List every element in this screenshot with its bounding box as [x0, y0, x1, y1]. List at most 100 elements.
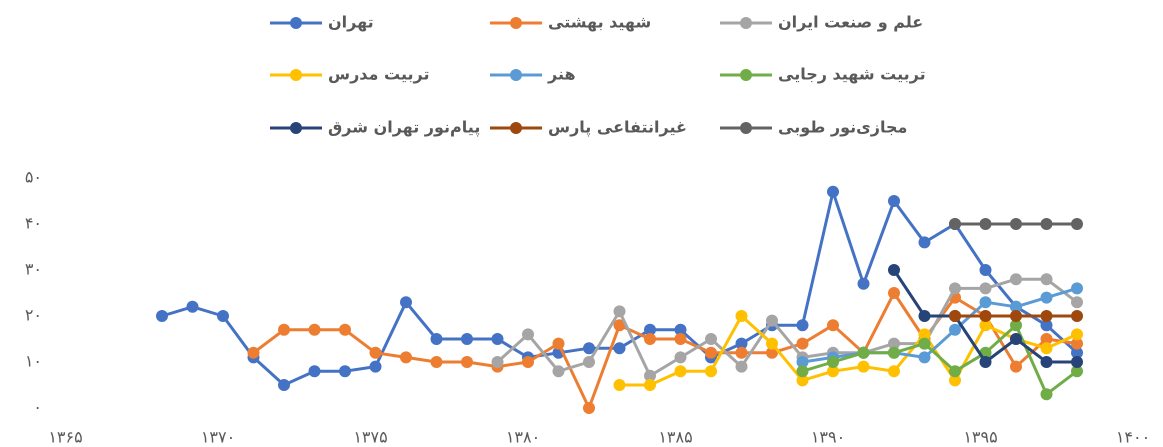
- data-point: [491, 356, 504, 368]
- data-point: [278, 379, 290, 391]
- data-point: [857, 346, 870, 359]
- data-point: [308, 323, 321, 336]
- x-tick-label: ۱۳۶۵: [48, 428, 82, 447]
- data-point: [857, 360, 870, 373]
- data-point: [674, 323, 687, 336]
- legend-item: تهران: [270, 13, 374, 32]
- data-point: [308, 365, 321, 378]
- x-tick-label: ۱۳۷۵: [353, 428, 387, 447]
- data-point: [735, 360, 748, 373]
- data-point: [1071, 218, 1083, 230]
- data-point: [888, 346, 900, 359]
- x-tick-label: ۱۴۰۰: [1116, 428, 1150, 447]
- x-tick-label: ۱۳۷۰: [201, 428, 235, 447]
- data-point: [827, 356, 839, 368]
- data-point: [1040, 356, 1053, 368]
- data-point: [461, 333, 473, 345]
- legend-marker: [740, 122, 752, 134]
- legend-marker: [290, 17, 302, 29]
- data-point: [949, 282, 961, 295]
- data-point: [522, 328, 534, 341]
- data-point: [644, 369, 656, 382]
- data-point: [644, 379, 656, 391]
- data-point: [766, 314, 778, 327]
- data-point: [1010, 333, 1022, 345]
- data-point: [1071, 296, 1083, 309]
- data-point: [918, 328, 931, 341]
- x-tick-label: ۱۳۹۰: [811, 428, 845, 447]
- legend-marker: [290, 69, 302, 81]
- y-tick-label: ۰: [33, 398, 42, 417]
- legend-marker: [740, 69, 752, 81]
- data-point: [918, 337, 931, 350]
- data-point: [796, 374, 809, 387]
- data-point: [644, 323, 656, 336]
- legend-marker: [510, 17, 522, 29]
- data-point: [827, 365, 839, 378]
- data-point: [827, 185, 839, 198]
- data-point: [247, 346, 260, 359]
- data-point: [1010, 218, 1022, 230]
- legend-item: پیام‌نور تهران شرق: [270, 118, 480, 138]
- data-point: [522, 356, 534, 368]
- data-point: [1010, 300, 1022, 313]
- data-point: [156, 310, 168, 322]
- legend-item: تربیت مدرس: [270, 65, 429, 84]
- data-point: [888, 264, 900, 276]
- data-point: [979, 218, 992, 230]
- data-point: [949, 310, 961, 322]
- data-point: [491, 333, 504, 345]
- data-point: [400, 351, 412, 364]
- legend-label: غیرانتفاعی پارس: [548, 118, 687, 138]
- legend-label: پیام‌نور تهران شرق: [328, 118, 480, 138]
- data-point: [552, 365, 565, 378]
- data-point: [888, 195, 900, 207]
- data-point: [949, 374, 961, 387]
- data-point: [1010, 360, 1022, 373]
- data-point: [674, 333, 687, 345]
- data-point: [430, 356, 443, 368]
- data-point: [1071, 346, 1083, 359]
- x-tick-label: ۱۳۹۵: [963, 428, 997, 447]
- data-point: [979, 282, 992, 295]
- data-point: [1071, 328, 1083, 341]
- legend-label: مجازی‌نور طوبی: [778, 118, 907, 137]
- data-point: [430, 333, 443, 345]
- data-point: [888, 337, 900, 350]
- series-line: [619, 314, 1078, 387]
- x-tick-label: ۱۳۸۰: [506, 428, 540, 447]
- data-point: [613, 342, 626, 355]
- data-point: [369, 360, 382, 373]
- legend-marker: [740, 17, 752, 29]
- data-point: [583, 356, 595, 368]
- legend-marker: [290, 122, 302, 134]
- data-point: [1040, 342, 1053, 355]
- data-point: [735, 337, 748, 350]
- legend-marker: [510, 122, 522, 134]
- data-point: [552, 337, 565, 350]
- data-point: [644, 333, 656, 345]
- data-point: [1040, 310, 1053, 322]
- data-point: [1071, 337, 1083, 350]
- data-point: [217, 310, 229, 322]
- data-point: [400, 296, 412, 309]
- data-point: [339, 323, 351, 336]
- data-point: [1040, 291, 1053, 304]
- data-point: [705, 333, 717, 345]
- data-point: [766, 337, 778, 350]
- legend-label: تهران: [328, 13, 374, 32]
- data-point: [918, 310, 931, 322]
- data-point: [674, 351, 687, 364]
- legend-item: شهید بهشتی: [490, 13, 651, 32]
- y-tick-label: ۴۰: [25, 214, 42, 233]
- legend-label: علم و صنعت ایران: [778, 13, 923, 32]
- data-point: [1010, 319, 1022, 332]
- data-point: [766, 346, 778, 359]
- data-point: [796, 356, 809, 368]
- data-point: [827, 319, 839, 332]
- data-point: [918, 236, 931, 249]
- legend-item: علم و صنعت ایران: [720, 13, 923, 32]
- data-point: [918, 351, 931, 364]
- data-point: [1010, 310, 1022, 322]
